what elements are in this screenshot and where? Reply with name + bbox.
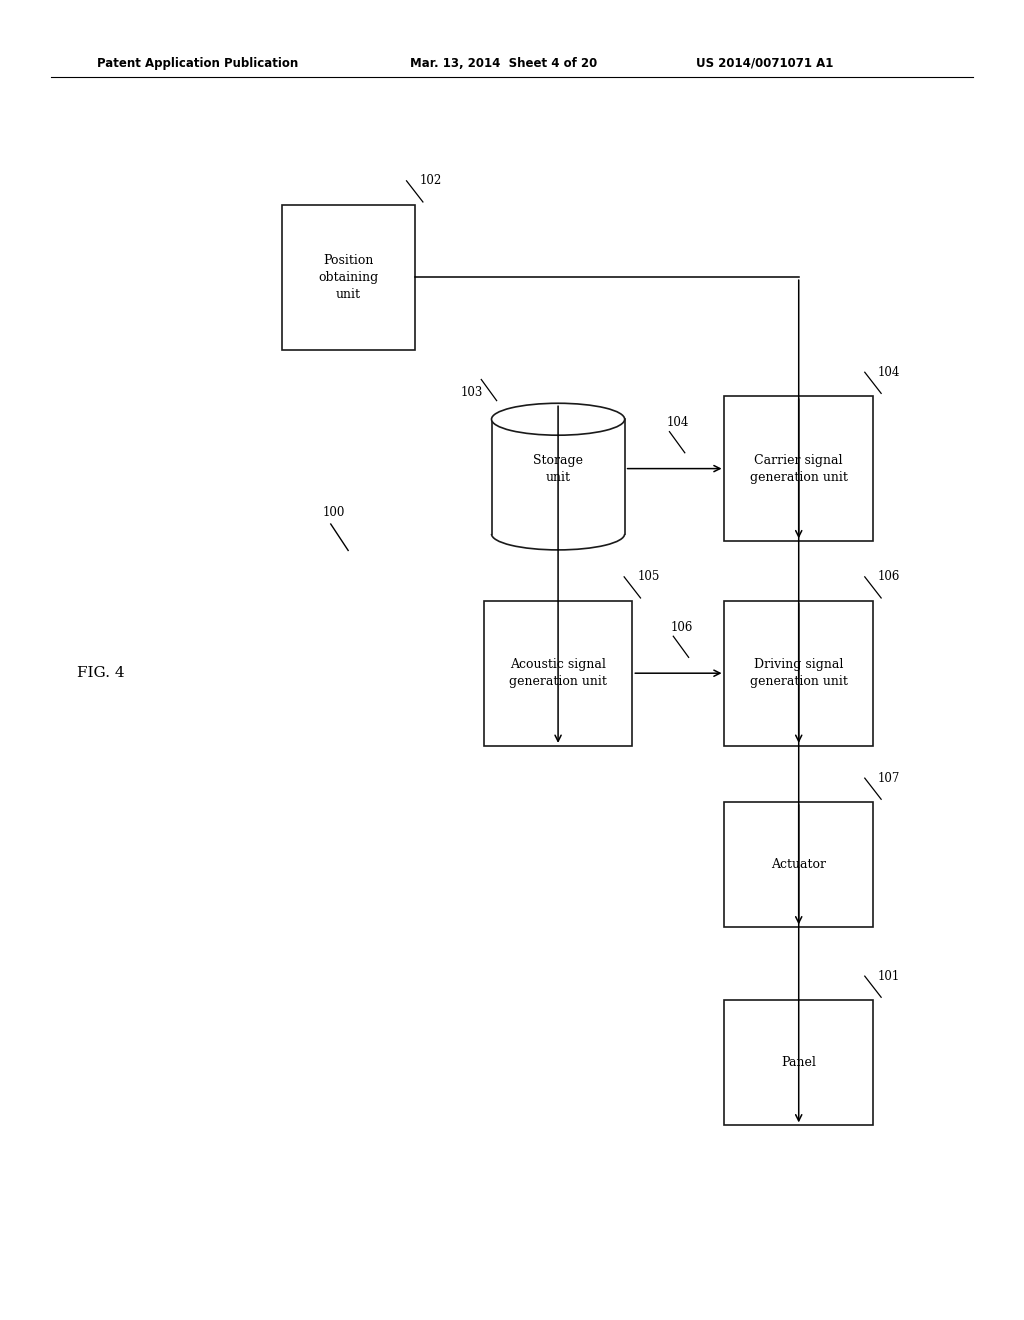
Text: Actuator: Actuator [771, 858, 826, 871]
Text: Patent Application Publication: Patent Application Publication [97, 57, 299, 70]
Text: 106: 106 [670, 620, 692, 634]
Text: Position
obtaining
unit: Position obtaining unit [318, 253, 378, 301]
Bar [725, 396, 872, 541]
Text: 107: 107 [879, 772, 900, 784]
Text: 103: 103 [461, 387, 483, 399]
Text: Driving signal
generation unit: Driving signal generation unit [750, 659, 848, 688]
Text: FIG. 4: FIG. 4 [77, 667, 125, 680]
Bar [282, 205, 415, 350]
Bar [484, 601, 633, 746]
Bar [725, 1001, 872, 1125]
Text: 101: 101 [879, 970, 900, 982]
Text: 102: 102 [420, 174, 442, 187]
Bar [725, 803, 872, 927]
Bar [725, 601, 872, 746]
Text: 106: 106 [879, 570, 900, 583]
Text: 104: 104 [879, 366, 900, 379]
Text: US 2014/0071071 A1: US 2014/0071071 A1 [696, 57, 834, 70]
Text: 100: 100 [323, 506, 345, 519]
Text: Panel: Panel [781, 1056, 816, 1069]
Text: Acoustic signal
generation unit: Acoustic signal generation unit [509, 659, 607, 688]
Text: Storage
unit: Storage unit [534, 454, 583, 483]
Text: Carrier signal
generation unit: Carrier signal generation unit [750, 454, 848, 483]
Text: 104: 104 [667, 416, 689, 429]
Text: 105: 105 [637, 570, 659, 583]
Ellipse shape [492, 404, 625, 436]
Text: Mar. 13, 2014  Sheet 4 of 20: Mar. 13, 2014 Sheet 4 of 20 [410, 57, 597, 70]
